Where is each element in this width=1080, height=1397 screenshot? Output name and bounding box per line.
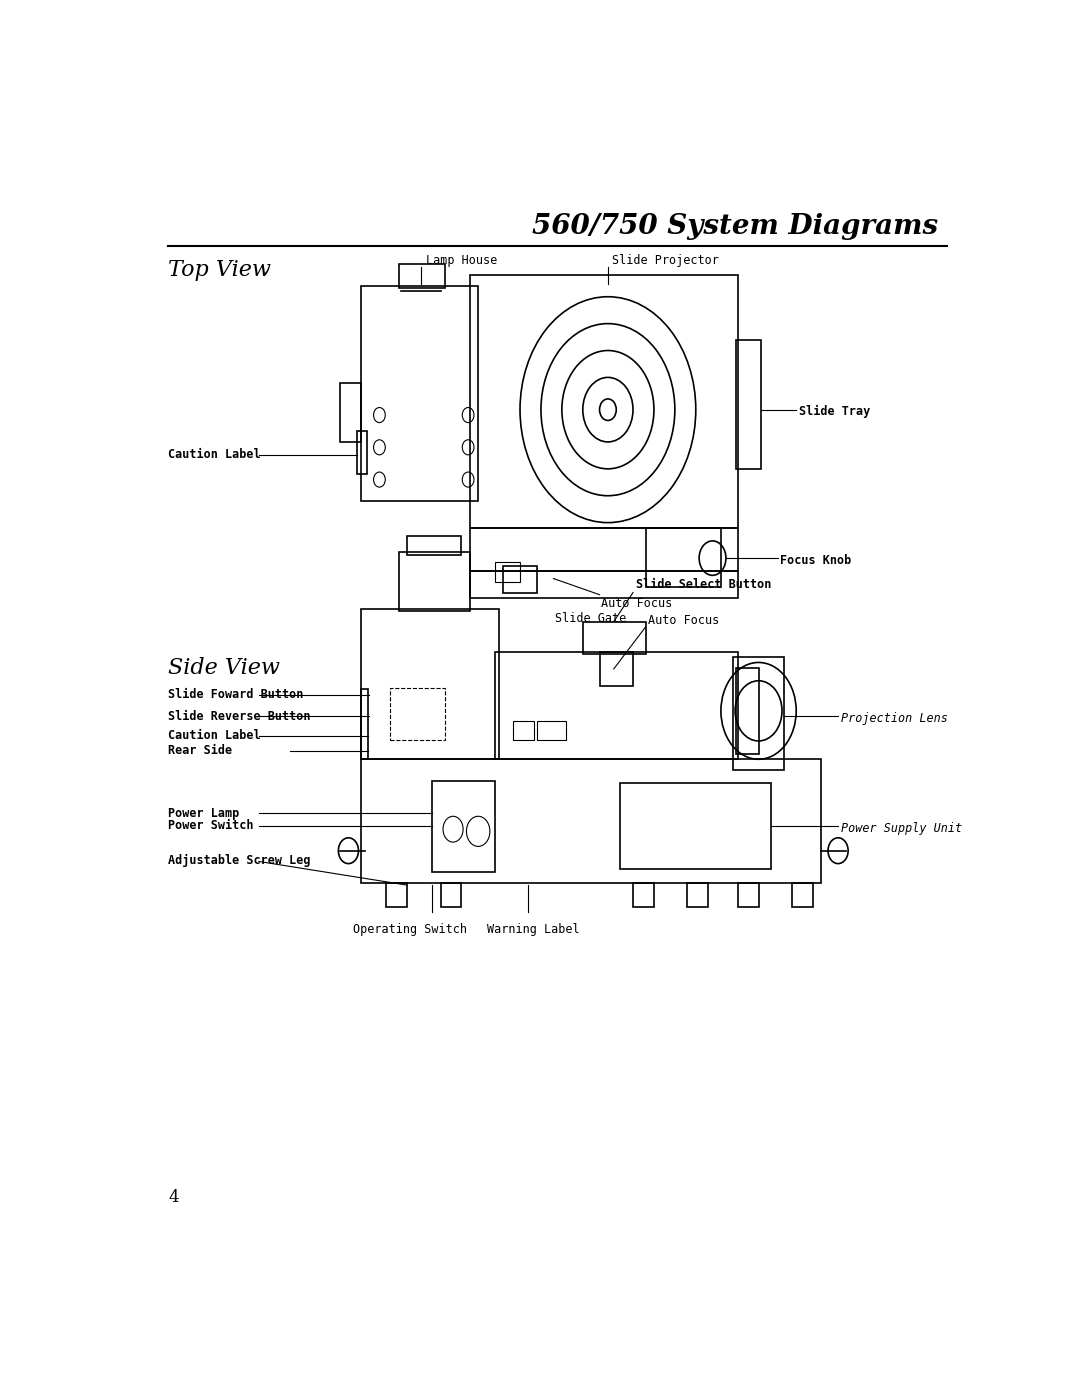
Text: Adjustable Screw Leg: Adjustable Screw Leg xyxy=(168,854,311,868)
Text: Focus Knob: Focus Knob xyxy=(781,553,851,567)
Text: Slide Reverse Button: Slide Reverse Button xyxy=(168,710,311,722)
Text: Power Lamp: Power Lamp xyxy=(168,806,240,820)
Text: Auto Focus: Auto Focus xyxy=(648,613,719,627)
Text: Lamp House: Lamp House xyxy=(427,254,498,267)
Text: Slide Projector: Slide Projector xyxy=(612,254,719,267)
Text: Caution Label: Caution Label xyxy=(168,448,261,461)
Text: 560/750 System Diagrams: 560/750 System Diagrams xyxy=(532,212,939,240)
Text: Operating Switch: Operating Switch xyxy=(352,923,467,936)
Text: Slide Gate: Slide Gate xyxy=(555,612,626,624)
Text: Slide Foward Button: Slide Foward Button xyxy=(168,689,303,701)
Text: Power Switch: Power Switch xyxy=(168,820,254,833)
Text: Top View: Top View xyxy=(168,258,271,281)
Text: Slide Tray: Slide Tray xyxy=(799,405,870,418)
Text: Power Supply Unit: Power Supply Unit xyxy=(840,821,961,834)
Text: Rear Side: Rear Side xyxy=(168,745,232,757)
Text: Caution Label: Caution Label xyxy=(168,729,261,742)
Text: Projection Lens: Projection Lens xyxy=(840,712,947,725)
Text: 4: 4 xyxy=(168,1189,179,1206)
Text: Slide Select Button: Slide Select Button xyxy=(635,578,771,591)
Text: Warning Label: Warning Label xyxy=(486,923,579,936)
Text: Side View: Side View xyxy=(168,657,281,679)
Text: Auto Focus: Auto Focus xyxy=(602,597,673,610)
